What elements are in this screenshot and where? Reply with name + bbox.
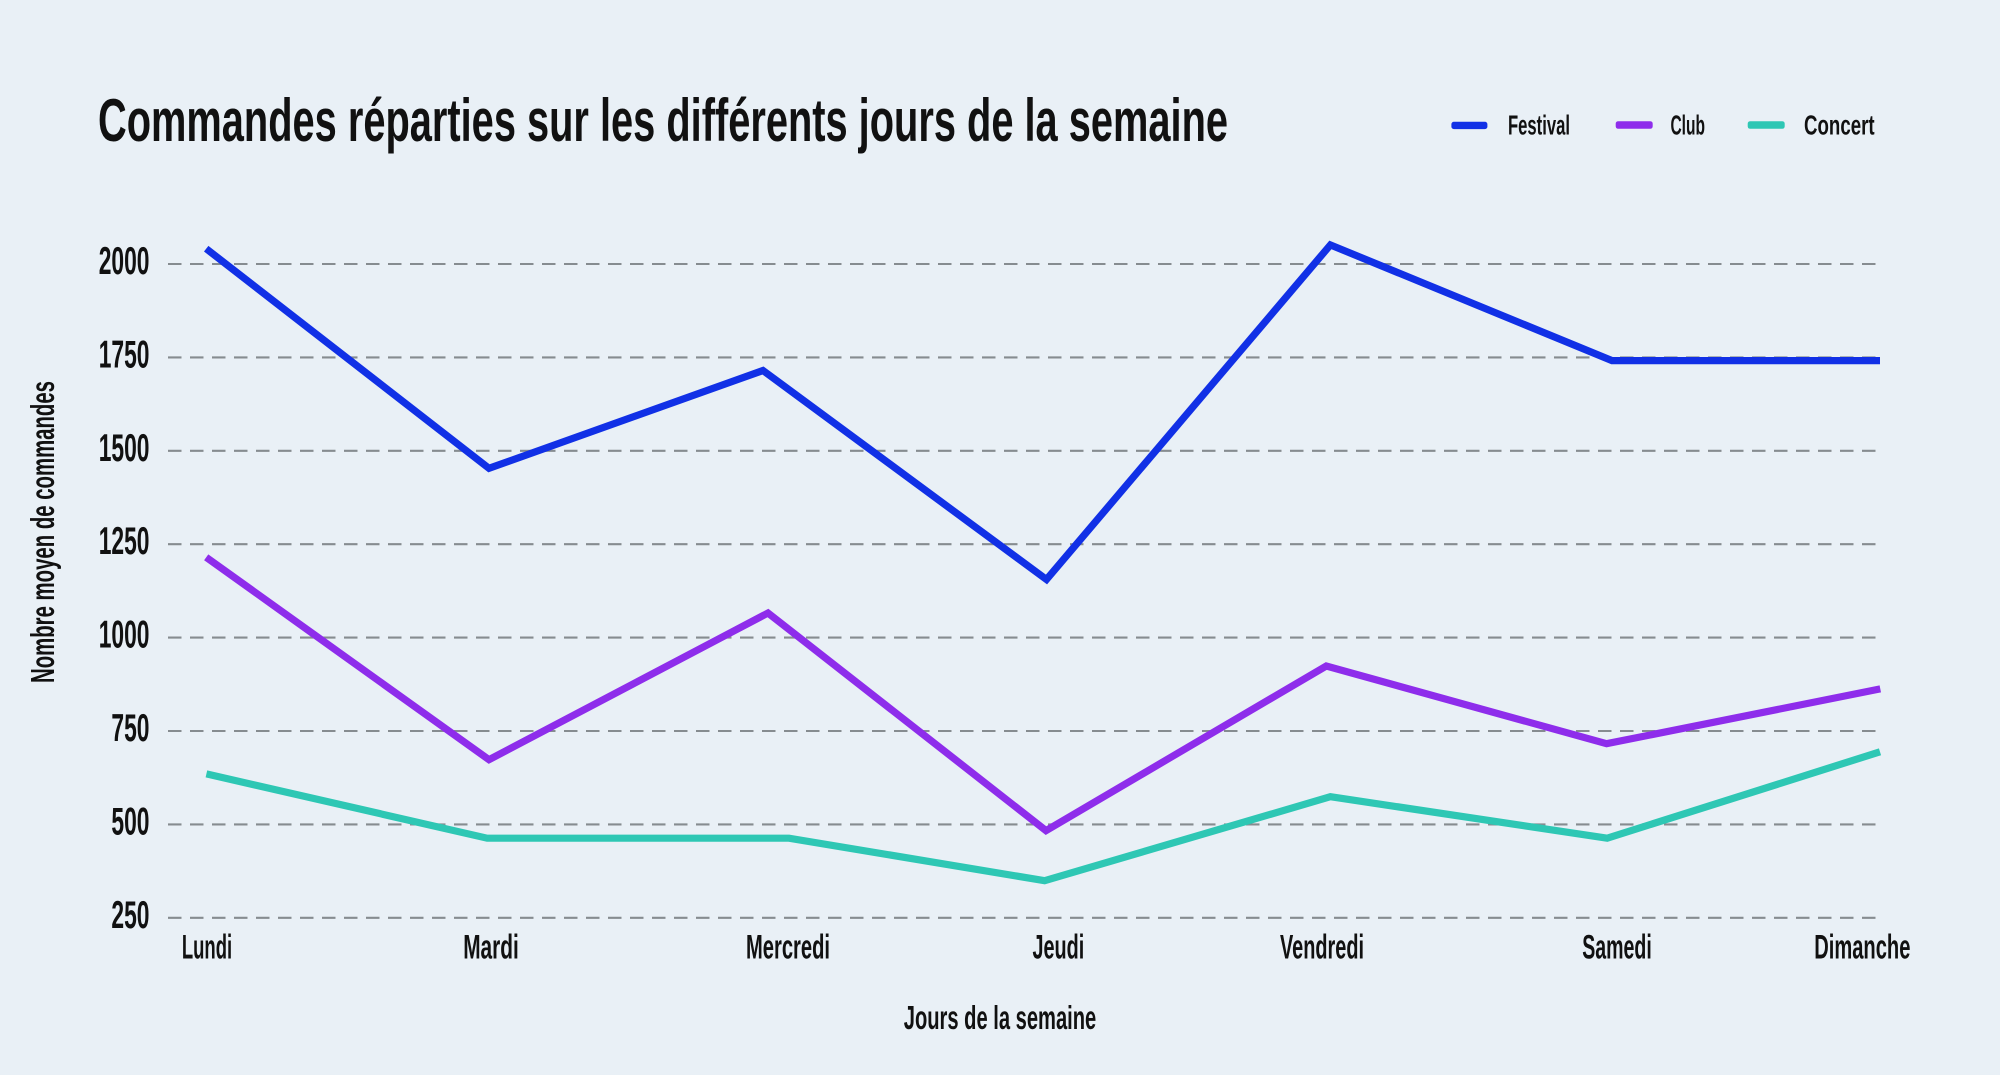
svg-text:Club: Club xyxy=(1670,110,1705,141)
svg-text:Vendredi: Vendredi xyxy=(1280,928,1364,966)
svg-text:Jours de la semaine: Jours de la semaine xyxy=(904,999,1097,1036)
svg-text:Samedi: Samedi xyxy=(1582,928,1652,966)
svg-text:1500: 1500 xyxy=(99,427,150,470)
svg-text:500: 500 xyxy=(111,800,149,843)
svg-text:2000: 2000 xyxy=(99,240,150,283)
svg-text:Dimanche: Dimanche xyxy=(1814,928,1910,966)
svg-text:1000: 1000 xyxy=(99,614,150,657)
svg-text:Lundi: Lundi xyxy=(182,928,232,966)
svg-text:Mardi: Mardi xyxy=(463,928,519,966)
svg-text:Jeudi: Jeudi xyxy=(1033,928,1085,966)
svg-text:Concert: Concert xyxy=(1804,110,1875,141)
svg-text:Commandes réparties sur les di: Commandes réparties sur les différents j… xyxy=(98,87,1228,154)
svg-text:Nombre moyen de commandes: Nombre moyen de commandes xyxy=(24,381,61,683)
svg-text:1750: 1750 xyxy=(99,333,150,376)
svg-text:Festival: Festival xyxy=(1508,110,1570,141)
svg-text:750: 750 xyxy=(111,707,149,750)
svg-text:1250: 1250 xyxy=(99,520,150,563)
svg-text:250: 250 xyxy=(111,894,149,937)
svg-text:Mercredi: Mercredi xyxy=(746,928,830,966)
